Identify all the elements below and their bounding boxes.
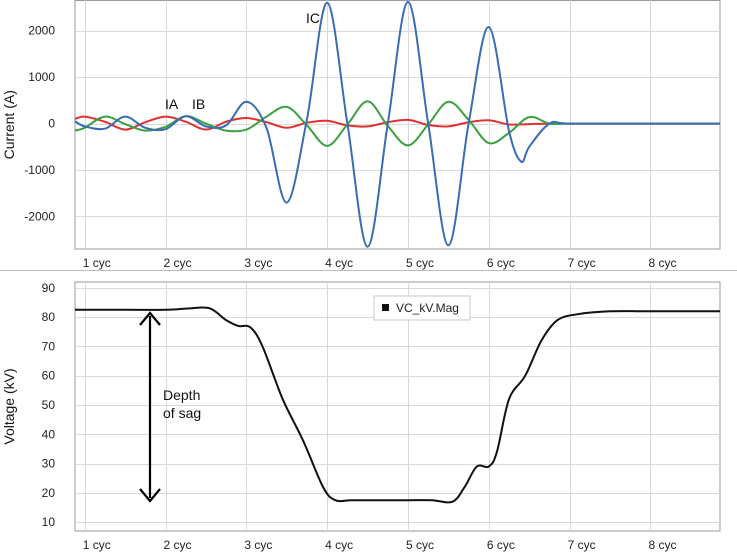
x-tick-label: 8 cyc	[648, 256, 676, 270]
gridlines	[75, 0, 720, 249]
series-lines	[75, 306, 720, 504]
legend-item-vc: VC_kV.Mag	[396, 301, 459, 315]
x-tick-label: 4 cyc	[325, 538, 353, 552]
y-tick-label: 30	[42, 457, 56, 471]
y-tick-label: 10	[42, 515, 56, 529]
x-tick-label: 8 cyc	[648, 538, 676, 552]
arrow-head-down	[139, 488, 161, 503]
legend-box	[373, 295, 471, 321]
x-tick-label: 6 cyc	[487, 538, 515, 552]
x-tick-label: 3 cyc	[244, 256, 272, 270]
x-tick-label: 5 cyc	[406, 538, 434, 552]
plot-area-frame	[74, 281, 721, 532]
x-tick-label: 5 cyc	[406, 256, 434, 270]
x-tick-labels: 1 cyc 2 cyc 3 cyc 4 cyc 5 cyc 6 cyc 7 cyc 8 cyc	[83, 256, 677, 270]
series-line-ic	[74, 0, 720, 248]
y-tick-label: -1000	[24, 163, 55, 177]
depth-of-sag-arrow	[139, 311, 161, 503]
arrow-head-up	[139, 311, 161, 326]
voltage-chart-panel: 90 80 70 60 50 40 30 20 10 1 cyc 2 cyc 3 cyc 4 cyc 5…	[1, 281, 721, 552]
y-tick-label: 90	[42, 281, 56, 295]
x-tick-label: 6 cyc	[487, 256, 515, 270]
series-line-vc-kv-mag	[75, 306, 720, 504]
y-tick-label: 70	[42, 339, 56, 353]
legend: VC_kV.Mag	[373, 295, 471, 321]
x-tick-label: 2 cyc	[164, 538, 192, 552]
x-tick-label: 4 cyc	[325, 256, 353, 270]
gridlines	[75, 282, 720, 531]
x-tick-label: 7 cyc	[568, 538, 596, 552]
annotation-of-sag: of sag	[163, 405, 201, 421]
y-tick-label: 0	[48, 117, 55, 131]
x-tick-labels: 1 cyc 2 cyc 3 cyc 4 cyc 5 cyc 6 cyc 7 cyc 8 cyc	[83, 538, 677, 552]
y-tick-label: 1000	[28, 70, 55, 84]
series-lines	[74, 0, 720, 248]
y-tick-label: 20	[42, 486, 56, 500]
annotation-ib: IB	[192, 96, 205, 112]
current-chart-panel: 2000 1000 0 -1000 -2000 1 cyc 2 cyc 3 cyc 4 cyc…	[1, 0, 721, 270]
y-tick-label: -2000	[24, 209, 55, 223]
x-tick-label: 2 cyc	[164, 256, 192, 270]
y-tick-label: 50	[42, 398, 56, 412]
annotation-ia: IA	[165, 96, 179, 112]
y-axis-label: Voltage (kV)	[1, 368, 17, 444]
y-tick-labels: 90 80 70 60 50 40 30 20 10	[42, 281, 56, 529]
y-tick-label: 60	[42, 369, 56, 383]
y-tick-label: 40	[42, 427, 56, 441]
annotation-depth: Depth	[163, 387, 200, 403]
legend-swatch	[382, 304, 389, 311]
y-tick-label: 2000	[28, 24, 55, 38]
y-tick-labels: 2000 1000 0 -1000 -2000	[24, 24, 55, 224]
x-tick-label: 1 cyc	[83, 256, 111, 270]
x-tick-label: 1 cyc	[83, 538, 111, 552]
x-tick-label: 7 cyc	[568, 256, 596, 270]
x-tick-label: 3 cyc	[244, 538, 272, 552]
annotation-ic: IC	[306, 10, 320, 26]
series-line-ia	[74, 115, 720, 131]
y-axis-label: Current (A)	[1, 90, 17, 159]
y-tick-label: 80	[42, 310, 56, 324]
